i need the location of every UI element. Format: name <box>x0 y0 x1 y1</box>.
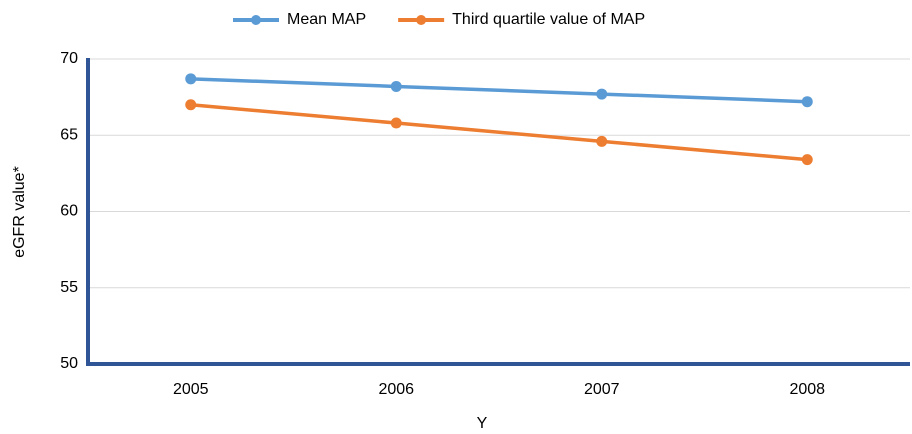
x-tick-label: 2006 <box>378 381 414 398</box>
data-point <box>801 154 813 166</box>
legend-marker <box>416 15 427 25</box>
series-line <box>190 103 808 162</box>
y-tick-label: 55 <box>60 279 78 296</box>
legend-marker <box>251 15 261 25</box>
y-tick-label: 70 <box>60 50 78 67</box>
y-tick-label: 65 <box>60 126 78 143</box>
legend-label: Third quartile value of MAP <box>452 11 645 28</box>
y-axis-label: eGFR value* <box>11 166 28 258</box>
data-point <box>390 117 402 129</box>
data-point <box>596 135 608 147</box>
data-point <box>801 96 813 108</box>
x-tick-label: 2008 <box>789 381 825 398</box>
x-tick-label: 2005 <box>173 381 209 398</box>
data-point <box>185 99 197 111</box>
data-point <box>390 80 402 92</box>
series-line <box>190 77 808 104</box>
data-point <box>596 88 608 100</box>
legend-label: Mean MAP <box>287 11 366 28</box>
x-tick-label: 2007 <box>584 381 620 398</box>
x-axis-label: Y <box>477 415 488 432</box>
data-point <box>185 73 197 85</box>
y-tick-label: 50 <box>60 355 78 372</box>
y-tick-label: 60 <box>60 203 78 220</box>
